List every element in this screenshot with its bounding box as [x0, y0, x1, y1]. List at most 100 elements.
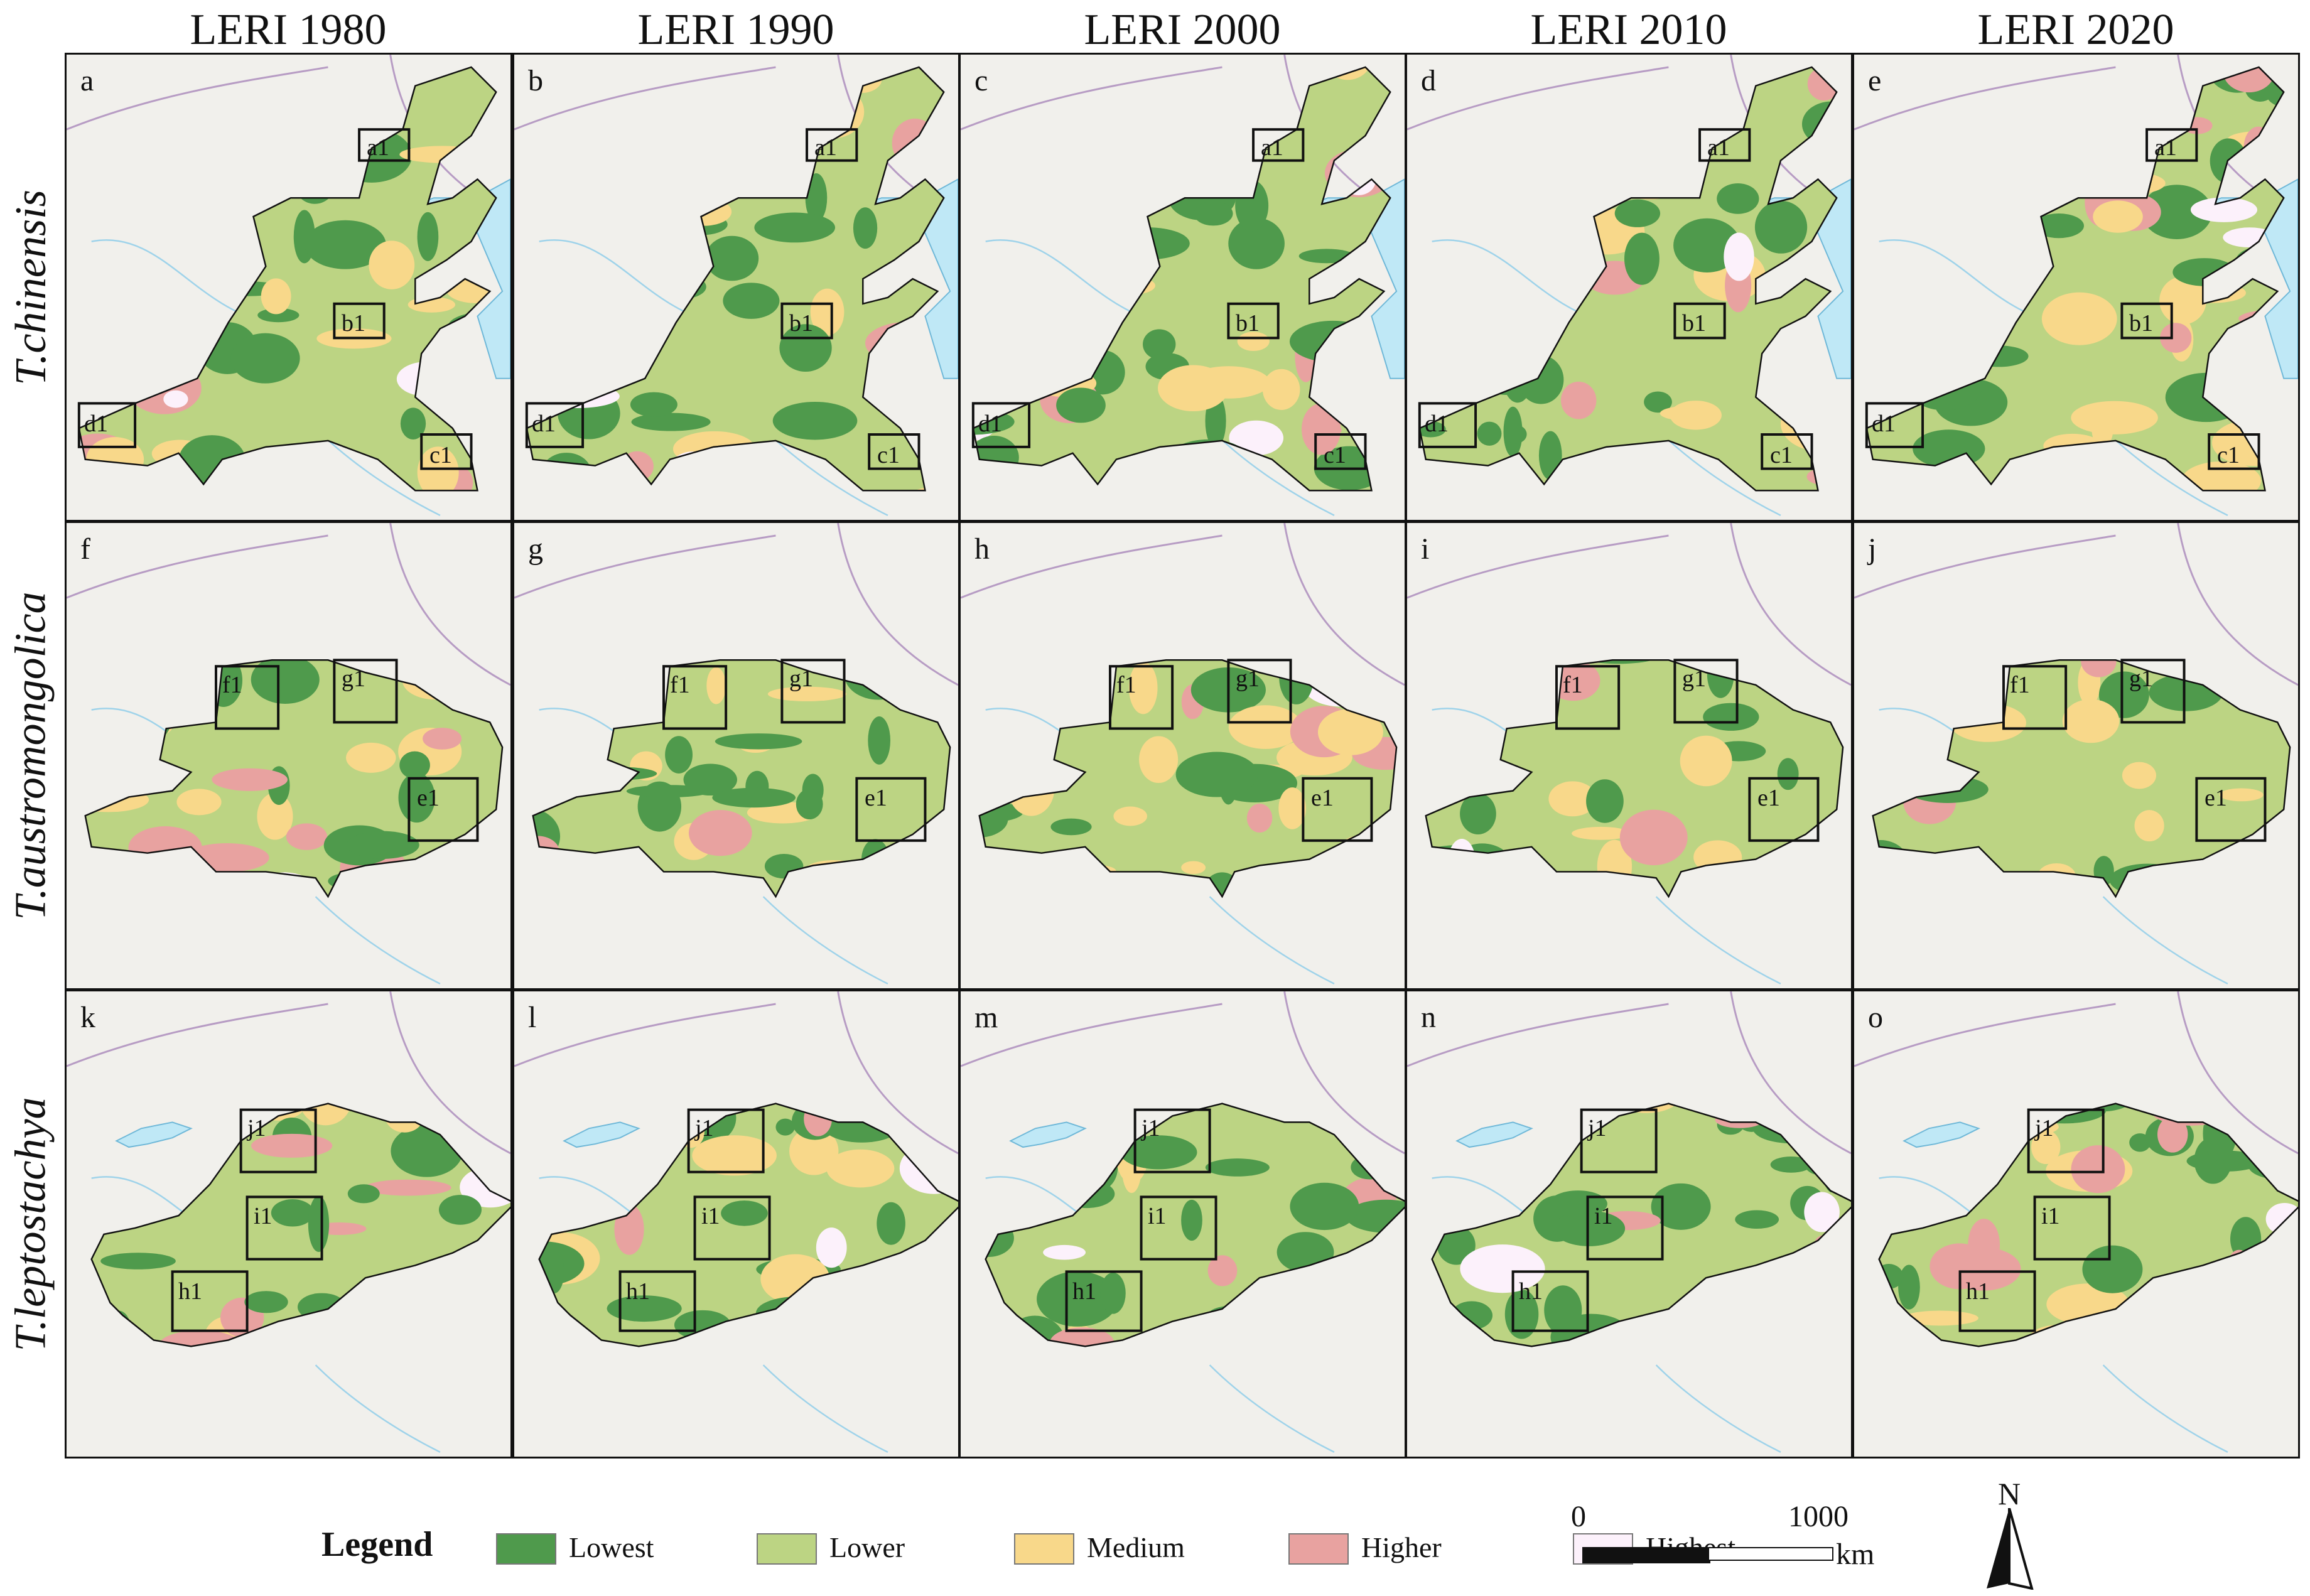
risk-patch: [448, 998, 468, 1018]
risk-patch: [1207, 1255, 1238, 1286]
risk-patch: [1982, 957, 2049, 988]
risk-patch: [2273, 1401, 2298, 1415]
risk-patch: [2142, 1393, 2162, 1416]
risk-patch: [557, 668, 598, 725]
risk-patch: [438, 1379, 476, 1425]
inset-frame: [214, 665, 280, 730]
risk-patch: [377, 591, 404, 609]
risk-patch: [2071, 401, 2158, 434]
risk-patch: [266, 886, 290, 897]
risk-patch: [793, 78, 818, 95]
risk-patch: [2071, 1145, 2125, 1194]
risk-patch: [151, 1007, 217, 1027]
risk-patch: [127, 290, 171, 334]
risk-patch: [1999, 991, 2037, 1011]
risk-patch: [1179, 489, 1241, 491]
risk-patch: [1008, 761, 1055, 816]
map-canvas: [1854, 523, 2298, 988]
risk-patch: [796, 789, 823, 820]
region-outline: [985, 1103, 1405, 1347]
risk-patch: [1463, 1001, 1504, 1045]
north-arrow: N: [1978, 1475, 2041, 1590]
risk-patch: [109, 486, 130, 491]
risk-patch: [691, 878, 739, 897]
risk-patch: [1407, 597, 1433, 623]
water-body: [1455, 1121, 1533, 1148]
risk-patch: [1804, 1192, 1840, 1232]
risk-patch: [2082, 1245, 2143, 1293]
risk-patch: [532, 709, 566, 763]
risk-patch: [769, 1409, 841, 1457]
risk-patch: [100, 205, 186, 221]
risk-patch: [121, 1383, 152, 1418]
map-canvas: [67, 991, 510, 1453]
inset-label: f1: [222, 672, 242, 698]
risk-patch: [297, 1293, 347, 1321]
risk-patch: [529, 349, 593, 384]
risk-patch: [1459, 325, 1544, 343]
inset-label: g1: [2129, 666, 2153, 692]
risk-patch: [710, 893, 738, 897]
risk-patch: [1836, 960, 1851, 988]
inset-frame: [246, 1195, 323, 1261]
admin-boundary: [514, 523, 958, 686]
risk-patch: [882, 1380, 949, 1413]
risk-patch: [973, 113, 1016, 134]
risk-patch: [1724, 603, 1768, 633]
risk-patch: [401, 1103, 455, 1116]
scale-end-label: 1000: [1788, 1500, 1849, 1533]
risk-patch: [764, 991, 849, 1023]
risk-patch: [399, 751, 430, 779]
risk-patch: [1969, 345, 2029, 367]
panel-letter: i: [1421, 532, 1430, 566]
risk-patch: [582, 499, 661, 520]
inset-label: c1: [2217, 442, 2240, 468]
risk-patch: [1246, 803, 1273, 833]
admin-boundary: [1407, 523, 1851, 686]
risk-patch: [526, 200, 556, 251]
inset-frame: [2033, 1195, 2111, 1261]
risk-patch: [1586, 779, 1624, 823]
risk-patch: [1557, 991, 1618, 1013]
inset-label: b1: [1682, 310, 1706, 337]
risk-patch: [1553, 1210, 1626, 1246]
inset-frame: [1227, 302, 1280, 340]
risk-patch: [2245, 1362, 2298, 1396]
map-panel: a1 b1 c1 d1 e: [1852, 53, 2300, 522]
risk-patch: [2062, 699, 2120, 743]
risk-patch: [97, 479, 143, 491]
risk-patch: [1889, 473, 1942, 491]
risk-patch: [2184, 544, 2260, 558]
risk-patch: [532, 858, 577, 894]
risk-patch: [423, 728, 462, 750]
risk-patch: [1471, 1169, 1528, 1202]
risk-patch: [384, 1103, 424, 1133]
risk-patch: [1205, 67, 1266, 94]
risk-patch: [402, 661, 468, 700]
risk-patch: [1464, 991, 1528, 1029]
risk-patch: [532, 720, 546, 760]
risk-patch: [195, 485, 262, 491]
risk-patch: [1379, 583, 1405, 628]
risk-patch: [452, 1067, 500, 1103]
risk-patch: [2065, 1103, 2142, 1112]
risk-patch: [1228, 705, 1302, 749]
risk-patch: [907, 403, 930, 418]
risk-patch: [82, 128, 128, 143]
risk-patch: [78, 97, 107, 118]
risk-patch: [1838, 1158, 1851, 1173]
risk-patch: [1729, 1103, 1786, 1118]
risk-patch: [122, 362, 172, 382]
risk-patch: [1181, 861, 1206, 875]
admin-boundary: [961, 991, 1405, 1155]
risk-patch: [85, 766, 126, 780]
risk-patch: [257, 792, 293, 840]
risk-patch: [900, 375, 944, 411]
risk-patch: [1808, 853, 1843, 897]
inset-frame: [358, 128, 411, 162]
inset-frame: [1698, 128, 1751, 162]
risk-patch: [1418, 926, 1501, 940]
risk-patch: [1432, 1344, 1498, 1347]
risk-patch: [672, 431, 756, 467]
risk-patch: [1410, 961, 1493, 988]
